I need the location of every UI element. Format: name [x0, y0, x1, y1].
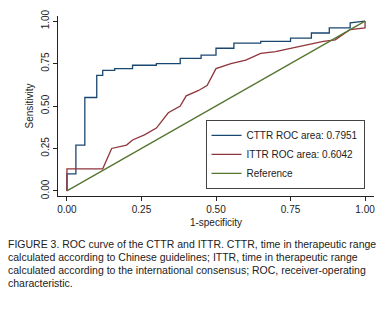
svg-text:1.00: 1.00: [355, 204, 375, 215]
svg-text:ITTR ROC area: 0.6042: ITTR ROC area: 0.6042: [247, 149, 354, 160]
svg-text:CTTR ROC area: 0.7951: CTTR ROC area: 0.7951: [247, 130, 358, 141]
svg-text:0.00: 0.00: [40, 179, 51, 199]
svg-text:1.00: 1.00: [40, 9, 51, 29]
html-text:FIGURE 3. ROC curve of the CTT: FIGURE 3. ROC curve of the CTTR and ITTR…: [8, 238, 377, 289]
svg-text:0.50: 0.50: [40, 94, 51, 114]
svg-text:0.50: 0.50: [206, 204, 226, 215]
svg-text:Reference: Reference: [247, 168, 294, 179]
svg-text:0.25: 0.25: [132, 204, 152, 215]
svg-text:0.75: 0.75: [40, 52, 51, 72]
svg-text:1-specificity: 1-specificity: [190, 217, 242, 228]
svg-text:Sensitivity: Sensitivity: [24, 83, 35, 128]
svg-text:0.75: 0.75: [281, 204, 301, 215]
svg-text:0.25: 0.25: [40, 137, 51, 157]
svg-text:0.00: 0.00: [57, 204, 77, 215]
